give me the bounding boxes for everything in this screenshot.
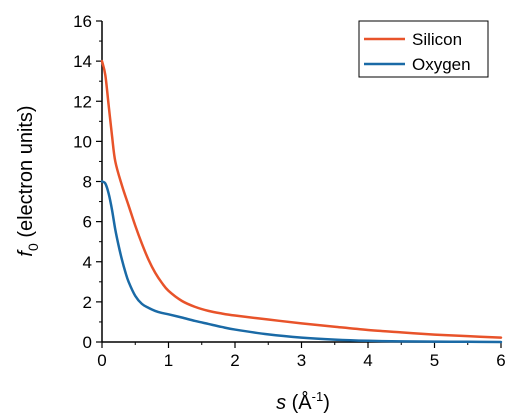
x-tick-label: 4 xyxy=(363,351,372,370)
y-tick-label: 6 xyxy=(83,213,92,232)
y-tick-label: 14 xyxy=(73,52,92,71)
y-tick-label: 12 xyxy=(73,92,92,111)
series-line-silicon xyxy=(100,59,503,339)
x-tick-label: 0 xyxy=(97,351,106,370)
series-line-oxygen xyxy=(100,180,503,344)
y-tick-label: 2 xyxy=(83,293,92,312)
y-tick-label: 10 xyxy=(73,132,92,151)
legend-label-oxygen: Oxygen xyxy=(412,55,471,74)
series-group xyxy=(100,59,503,344)
y-axis-title: f0 (electron units) xyxy=(15,105,41,256)
legend-label-silicon: Silicon xyxy=(412,30,462,49)
legend-box xyxy=(358,20,489,78)
x-tick-label: 1 xyxy=(164,351,173,370)
legend: Silicon Oxygen xyxy=(358,20,489,78)
y-tick-label: 0 xyxy=(83,333,92,352)
x-tick-label: 3 xyxy=(297,351,306,370)
x-tick-label: 2 xyxy=(230,351,239,370)
x-axis-title: s (Å-1) xyxy=(276,389,330,414)
y-tick-label: 8 xyxy=(83,173,92,192)
x-tick-label: 6 xyxy=(496,351,505,370)
x-tick-label: 5 xyxy=(430,351,439,370)
y-tick-label: 16 xyxy=(73,12,92,31)
y-tick-label: 4 xyxy=(83,253,92,272)
